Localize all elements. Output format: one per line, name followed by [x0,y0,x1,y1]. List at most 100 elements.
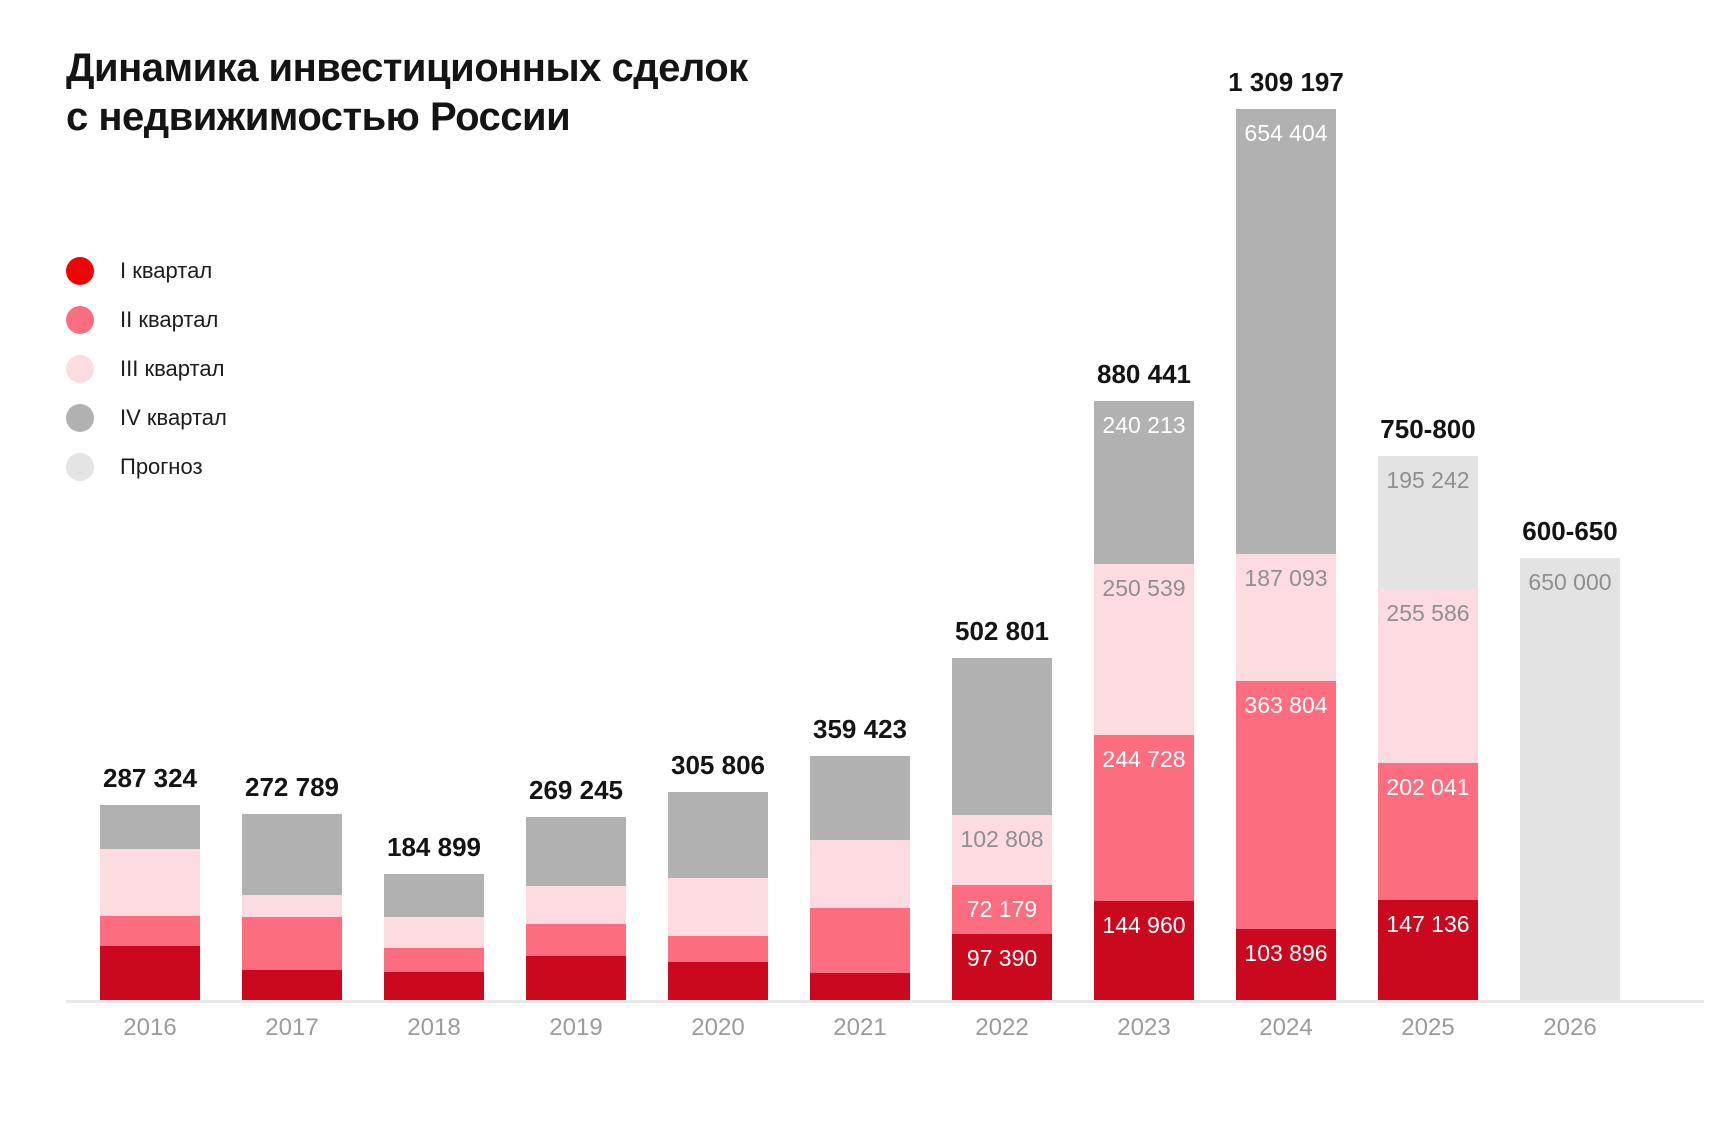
segment-value-label: 72 179 [966,895,1038,922]
bar-2025-segment-q3: 255 586 [1378,588,1478,763]
bar-2017-segment-q1 [242,969,342,1000]
bar-2021-segment-q3 [810,840,910,908]
legend-label: Прогноз [120,454,203,479]
bar-2020-segment-q1 [668,962,768,1001]
bar-2022-segment-q1: 97 390 [952,933,1052,1001]
bar-2018-segment-q4 [384,874,484,917]
bar-total-label-2024: 1 309 197 [1228,67,1344,98]
x-axis-label-2019: 2019 [549,1014,603,1041]
bar-2019-segment-q4 [526,817,626,887]
bar-total-label-2019: 269 245 [529,775,623,806]
bar-2024-segment-q3: 187 093 [1236,554,1336,682]
bar-2020-segment-q3 [668,878,768,937]
bar-2021-segment-q2 [810,907,910,973]
bar-2019 [526,817,626,1000]
bar-2018-segment-q3 [384,916,484,949]
bar-2016-segment-q3 [100,848,200,916]
chart-title-line1: Динамика инвестиционных сделок [66,46,748,90]
legend-label: III квартал [120,356,225,381]
bar-2017-segment-q3 [242,894,342,917]
x-axis-label-2016: 2016 [123,1014,177,1041]
x-axis-label-2024: 2024 [1259,1014,1313,1041]
segment-value-label: 195 242 [1386,467,1470,493]
legend-label: I квартал [120,258,213,283]
bar-2020-segment-q2 [668,936,768,963]
segment-value-label: 102 808 [960,825,1044,852]
bar-2026: 650 000 [1520,558,1620,1001]
x-axis-label-2023: 2023 [1117,1014,1171,1041]
bar-2023-segment-q4: 240 213 [1094,401,1194,565]
segment-value-label: 363 804 [1244,692,1328,719]
legend-dot-forecast [66,453,94,481]
bar-2016-segment-q4 [100,805,200,849]
bar-2024-segment-q1: 103 896 [1236,928,1336,1000]
bar-2016-segment-q1 [100,946,200,1001]
bar-total-label-2023: 880 441 [1097,359,1191,390]
bar-2017 [242,814,342,1000]
segment-value-label: 240 213 [1102,412,1186,438]
legend-label: II квартал [120,307,219,332]
bar-2019-segment-q3 [526,886,626,925]
legend-dot-q2 [66,306,94,334]
bar-2025-segment-forecast: 195 242 [1378,456,1478,589]
legend-item-q3: III квартал [66,355,227,383]
x-axis-label-2022: 2022 [975,1014,1029,1041]
bar-2023-segment-q1: 144 960 [1094,901,1194,1000]
bar-2024-segment-q4: 654 404 [1236,109,1336,555]
bar-2026-segment-forecast: 650 000 [1520,558,1620,1001]
legend: I квартал II квартал III квартал IV квартал… [66,257,227,502]
segment-value-label: 187 093 [1244,565,1328,592]
bar-2021 [810,756,910,1001]
bar-total-label-2026: 600-650 [1522,515,1618,546]
segment-value-label: 250 539 [1102,575,1186,602]
chart-title-line2: с недвижимостью России [66,95,571,139]
x-axis-label-2021: 2021 [833,1014,887,1041]
x-axis-label-2025: 2025 [1401,1014,1455,1041]
segment-value-label: 202 041 [1386,773,1470,800]
bar-2018-segment-q2 [384,948,484,972]
x-axis-line [66,1000,1704,1003]
bar-total-label-2017: 272 789 [245,772,339,803]
bar-2022-segment-q4 [952,658,1052,815]
bar-2021-segment-q1 [810,972,910,1001]
bar-total-label-2021: 359 423 [813,713,907,744]
x-axis-label-2020: 2020 [691,1014,745,1041]
bar-2024-segment-q2: 363 804 [1236,681,1336,929]
bar-2025-segment-q1: 147 136 [1378,900,1478,1001]
bar-2025: 195 242 255 586 202 041 147 136 [1378,456,1478,1001]
bar-2024: 654 404 187 093 363 804 103 896 [1236,109,1336,1000]
bar-2018 [384,874,484,1000]
bar-2020-segment-q4 [668,792,768,879]
bar-2025-segment-q2: 202 041 [1378,762,1478,901]
x-axis-label-2026: 2026 [1543,1014,1597,1041]
bar-2023: 240 213 250 539 244 728 144 960 [1094,401,1194,1000]
x-axis-label-2018: 2018 [407,1014,461,1041]
bar-2016-segment-q2 [100,915,200,947]
bar-2016 [100,805,200,1001]
bar-total-label-2016: 287 324 [103,762,197,793]
legend-item-q1: I квартал [66,257,227,285]
chart-title: Динамика инвестиционных сделок с недвижим… [66,44,748,142]
legend-dot-q1 [66,257,94,285]
x-axis-label-2017: 2017 [265,1014,319,1041]
bar-total-label-2022: 502 801 [955,615,1049,646]
bar-total-label-2018: 184 899 [387,832,481,863]
segment-value-label: 255 586 [1386,599,1470,626]
legend-item-q4: IV квартал [66,404,227,432]
bar-2023-segment-q3: 250 539 [1094,564,1194,735]
bar-total-label-2025: 750-800 [1380,413,1476,444]
segment-value-label: 147 136 [1386,911,1470,938]
legend-dot-q4 [66,404,94,432]
segment-value-label: 103 896 [1244,939,1328,966]
bar-2019-segment-q1 [526,955,626,1000]
legend-item-q2: II квартал [66,306,227,334]
bar-2022: 102 808 72 179 97 390 [952,658,1052,1001]
bar-2017-segment-q4 [242,814,342,895]
bar-2019-segment-q2 [526,924,626,956]
segment-value-label: 654 404 [1244,120,1328,146]
bar-2022-segment-q3: 102 808 [952,814,1052,885]
bar-total-label-2020: 305 806 [671,749,765,780]
legend-item-forecast: Прогноз [66,453,227,481]
